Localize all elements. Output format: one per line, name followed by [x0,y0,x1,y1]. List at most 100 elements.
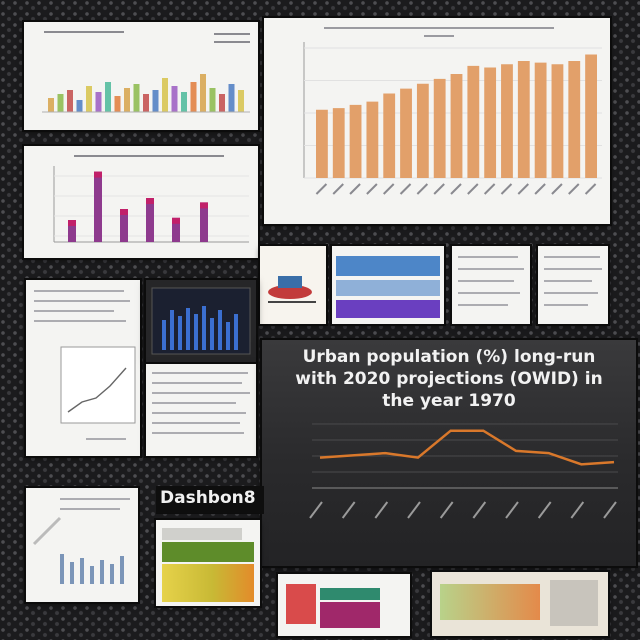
orange-bar-tick-label [568,183,580,195]
multicolor-bar [124,88,130,112]
orange-bar [383,93,396,178]
multicolor-bar [105,82,111,112]
multicolor-bar [171,86,178,112]
purple-bar-cap [120,209,128,215]
thumbnail-device-illustration [260,246,326,324]
multicolor-bar [57,94,64,112]
orange-bar [400,88,412,178]
orange-bar-tick-label [483,183,496,195]
orange-bar [450,74,463,178]
dashboard-label: Dashbon8 [156,486,264,514]
main-chart-tick-label [505,501,519,519]
thumbnail-text-page [146,364,256,456]
multicolor-bar [114,96,121,112]
orange-bar [467,65,480,178]
thumbnail-purple-bar-chart [24,146,258,258]
main-chart-title: Urban population (%) long-run with 2020 … [295,347,603,411]
main-line-chart-svg [309,423,618,519]
orange-bar-tick-label [500,183,513,195]
purple-bar [68,220,76,242]
thumbnail-dark-blue-bars [146,280,256,362]
multicolor-bar [209,88,216,112]
main-series-line [319,429,615,466]
thumbnail-multicolor-bar-chart [24,22,258,130]
multicolor-bar [67,90,73,112]
orange-bar-tick-label [332,183,344,195]
purple-bar-cap [200,202,208,209]
thumbnail-text-list-1 [452,246,530,324]
thumbnail-blue-purple-table [332,246,444,324]
multicolor-bar [143,94,149,112]
orange-bar-tick-label [366,183,378,195]
main-chart-tick-label [341,501,356,519]
multicolor-bar [228,84,235,112]
multicolor-bar [133,84,140,112]
main-chart-tick-label [537,501,552,519]
multicolor-bar [238,90,244,112]
main-chart-tick-label [472,501,487,519]
multicolor-bar [152,90,159,112]
purple-bar [146,198,154,242]
orange-bar-tick-label [433,183,445,195]
orange-bar [517,61,530,178]
purple-bar-cap [172,217,180,224]
multicolor-bar [181,92,187,112]
main-chart-tick-label [374,501,389,519]
main-chart-tick-label [407,501,421,519]
orange-bar [349,104,362,178]
orange-bar-tick-label [349,183,361,195]
orange-bar [416,83,429,178]
multicolor-bar [190,82,197,112]
multicolor-bars-svg [42,31,250,113]
orange-bar [433,78,446,178]
purple-bar-cap [146,198,154,204]
thumbnail-bottom-photo [432,572,608,636]
orange-bar-tick-label [534,183,546,195]
multicolor-bar [219,94,225,112]
orange-bar [551,64,564,178]
purple-bar [172,217,180,242]
multicolor-bar [76,100,83,112]
multicolor-bar [162,78,168,112]
orange-bar-tick-label [399,183,412,195]
thumbnail-color-stack [156,520,260,606]
orange-bar [534,62,547,178]
orange-bar-tick-label [315,183,328,195]
purple-bar [94,171,102,242]
orange-bar [332,108,345,178]
document-line-chart-svg [60,346,136,424]
orange-bar-tick-label [450,183,462,195]
purple-bar-cap [94,171,102,178]
main-chart-tick-label [570,501,585,519]
main-line-chart-panel: Urban population (%) long-run with 2020 … [262,340,636,566]
multicolor-bar [95,92,102,112]
orange-bar-tick-label [517,183,530,195]
multicolor-bar [48,98,54,112]
orange-bar-tick-label [584,183,597,195]
thumbnail-text-list-2 [538,246,608,324]
small-bar-chart-svg [32,516,124,584]
orange-bar [568,61,581,178]
purple-bars-svg [53,155,249,243]
orange-bar-tick-label [467,183,479,195]
purple-bar [120,209,128,242]
dark-blue-bars-svg [151,287,251,355]
device-illustration-svg [268,276,316,303]
orange-bar-chart-svg [303,27,602,195]
orange-bar [585,54,597,178]
multicolor-bar [86,86,92,112]
multicolor-bar [200,74,206,112]
orange-bar [484,67,497,178]
purple-bar [200,202,208,242]
orange-bar [501,64,513,178]
orange-bar [316,109,328,178]
orange-bar-tick-label [551,183,563,195]
thumbnail-small-bar-chart [26,488,138,602]
thumbnail-bottom-magenta [278,574,410,636]
orange-bar-tick-label [416,183,429,195]
main-chart-tick-label [439,501,454,519]
main-chart-tick-label [603,501,617,519]
orange-bar-chart-panel [264,18,610,224]
main-chart-tick-label [309,501,323,519]
orange-bar [366,101,379,178]
